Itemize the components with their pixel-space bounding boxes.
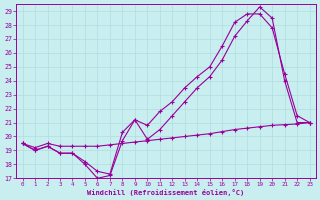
X-axis label: Windchill (Refroidissement éolien,°C): Windchill (Refroidissement éolien,°C) — [87, 189, 245, 196]
